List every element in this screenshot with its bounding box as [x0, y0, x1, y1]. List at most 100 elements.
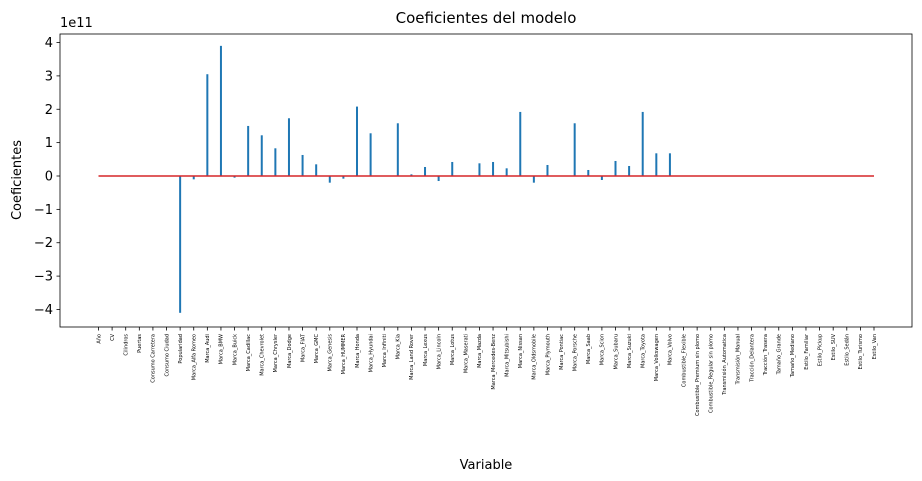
x-tick-label: Marca_HUMMER [341, 333, 347, 374]
x-tick-label: Marca_FIAT [300, 333, 306, 362]
bar-23 [410, 174, 413, 176]
x-tick-label: Tracción_Trasera [762, 334, 769, 376]
x-tick-label: Consumo Carretera [151, 334, 157, 383]
x-tick-label: Marca_Lincoln [436, 334, 442, 369]
y-axis-offset-label: 1e11 [60, 16, 93, 31]
y-tick-label: 1 [45, 136, 53, 151]
x-tick-label: Marca_Maserati [464, 334, 470, 373]
x-tick-label: Marca_Plymouth [545, 334, 551, 375]
x-tick-label: Marca_Chrysler [273, 333, 279, 372]
y-tick-label: 4 [45, 36, 53, 51]
plot-area-frame [59, 33, 913, 328]
x-tick-label: Estilo_Van [872, 334, 878, 359]
x-tick-label: Marca_Infiniti [382, 334, 388, 367]
x-tick-label: CV [110, 333, 116, 340]
x-tick-label: Marca_Cadillac [246, 334, 252, 372]
x-tick-label: Marca_Dodge [287, 334, 293, 368]
x-tick-label: Transmisión_Manual [735, 334, 742, 385]
x-tick-label: Tracción_Delantera [748, 334, 755, 383]
x-tick-label: Marca_Alfa Romeo [192, 334, 198, 380]
x-tick-label: Cilindros [124, 334, 130, 356]
bar-31 [519, 111, 522, 176]
bar-33 [546, 164, 549, 176]
bar-20 [369, 133, 372, 176]
x-tick-label: Puertas [137, 334, 143, 353]
x-tick-label: Tamaño_Mediano [790, 334, 796, 378]
x-tick-label: Popularidad [178, 334, 184, 364]
x-tick-label: Marca_Porsche [572, 334, 578, 371]
x-tick-label: Marca_Volvo [668, 334, 674, 365]
y-tick-label: −3 [34, 270, 53, 285]
x-tick-label: Marca_Kia [396, 334, 402, 359]
bar-36 [587, 169, 590, 176]
bar-32 [532, 176, 535, 183]
y-tick-label: 2 [45, 103, 53, 118]
y-tick-label: −1 [34, 203, 53, 218]
x-tick-label: Estilo_Turismo [858, 334, 864, 370]
bar-28 [478, 163, 481, 176]
bar-10 [233, 176, 236, 178]
bar-30 [505, 168, 508, 176]
bar-22 [396, 123, 399, 176]
y-tick-label: 0 [45, 170, 53, 185]
bars-layer [179, 45, 671, 313]
bar-42 [668, 153, 671, 176]
x-tick-label: Marca_Lotus [450, 334, 456, 366]
bar-18 [342, 176, 345, 179]
x-tick-label: Año [96, 334, 102, 344]
bar-39 [628, 165, 631, 176]
bar-35 [573, 123, 576, 176]
x-tick-label: Marca_Volkswagen [654, 334, 660, 381]
x-tick-label: Marca_Mitsubishi [504, 334, 510, 377]
y-tick-label: −2 [34, 236, 53, 251]
x-tick-label: Estilo_Familiar [804, 333, 810, 370]
x-tick-label: Combustible_Flexible [681, 334, 687, 387]
bar-41 [655, 153, 658, 176]
x-tick-label: Marca_Honda [355, 334, 361, 368]
x-tick-label: Marca_Hyundai [368, 334, 374, 372]
x-tick-label: Tamaño_Grande [777, 334, 783, 375]
x-tick-label: Marca_Pontiac [559, 334, 565, 370]
x-tick-label: Marca_Lexus [423, 334, 429, 366]
x-tick-label: Marca_Land Rover [409, 333, 415, 380]
bar-12 [260, 135, 263, 176]
x-tick-label: Marca_Scion [600, 334, 606, 365]
x-tick-label: Estilo_Sedán [844, 334, 851, 366]
x-tick-label: Combustible_Regular sin plomo [709, 334, 715, 413]
y-axis-ticks: −4 −3 −2 −1 0 1 2 3 4 [34, 36, 60, 318]
x-tick-label: Estilo_SUV [831, 333, 837, 360]
y-axis-title: Coeficientes [10, 140, 25, 220]
x-tick-label: Estilo_Pickup [817, 334, 823, 366]
bar-6 [179, 176, 182, 313]
bar-14 [287, 118, 290, 176]
x-tick-label: Marca_Oldsmobile [532, 334, 538, 380]
bar-37 [600, 176, 603, 180]
bar-15 [301, 154, 304, 176]
chart-title: Coeficientes del modelo [396, 9, 577, 27]
bar-13 [274, 148, 277, 176]
bar-9 [219, 45, 222, 176]
bar-16 [315, 164, 318, 176]
bar-29 [492, 161, 495, 176]
x-tick-label: Marca_Mazda [477, 334, 483, 368]
x-tick-label: Marca_Genesis [328, 334, 334, 372]
x-tick-label: Marca_Audi [205, 334, 211, 363]
bar-25 [437, 176, 440, 182]
bar-8 [206, 74, 209, 176]
x-tick-label: Marca_GMC [314, 334, 320, 364]
x-tick-label: Marca_Mercedes-Benz [491, 334, 497, 390]
x-tick-label: Marca_Saab [586, 334, 592, 364]
x-axis-ticks: Año CV Cilindros Puertas Consumo Carretera Co… [96, 327, 878, 416]
x-tick-label: Marca_Buick [232, 334, 238, 365]
bar-38 [614, 160, 617, 176]
x-axis-title: Variable [460, 458, 513, 473]
x-tick-label: Marca_Toyota [641, 334, 647, 368]
bar-11 [247, 125, 250, 176]
x-tick-label: Consumo Ciudad [164, 334, 170, 376]
x-tick-label: Marca_Nissan [518, 334, 524, 368]
bar-19 [356, 106, 358, 176]
bar-24 [424, 166, 427, 176]
bar-26 [451, 161, 454, 176]
x-tick-label: Marca_Chevrolet [260, 334, 266, 376]
